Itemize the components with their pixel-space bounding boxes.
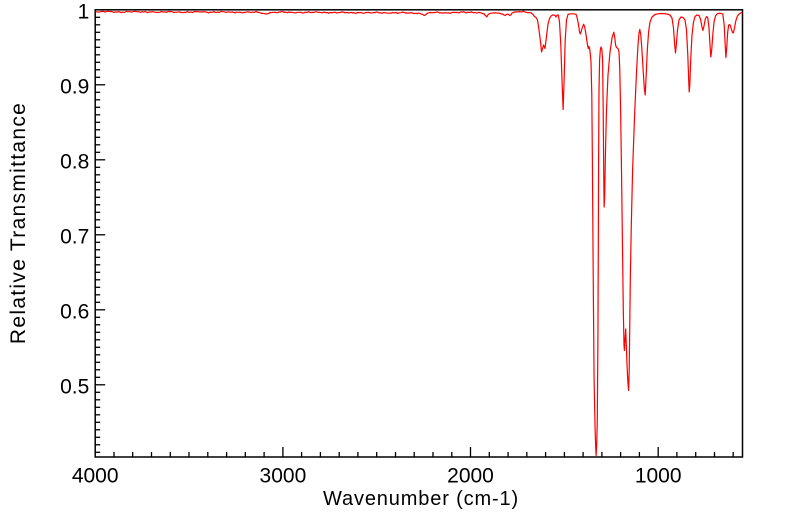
svg-text:0.7: 0.7 <box>60 226 89 249</box>
svg-text:0.9: 0.9 <box>60 76 89 99</box>
svg-text:0.8: 0.8 <box>60 151 89 174</box>
svg-text:0.5: 0.5 <box>60 376 89 399</box>
svg-text:0.6: 0.6 <box>60 301 89 324</box>
svg-text:1000: 1000 <box>635 465 682 488</box>
svg-text:2000: 2000 <box>447 465 494 488</box>
svg-text:Relative Transmittance: Relative Transmittance <box>7 102 30 344</box>
svg-text:4000: 4000 <box>72 465 119 488</box>
svg-text:1: 1 <box>78 1 90 24</box>
svg-text:3000: 3000 <box>260 465 307 488</box>
svg-text:Wavenumber (cm-1): Wavenumber (cm-1) <box>323 488 519 510</box>
